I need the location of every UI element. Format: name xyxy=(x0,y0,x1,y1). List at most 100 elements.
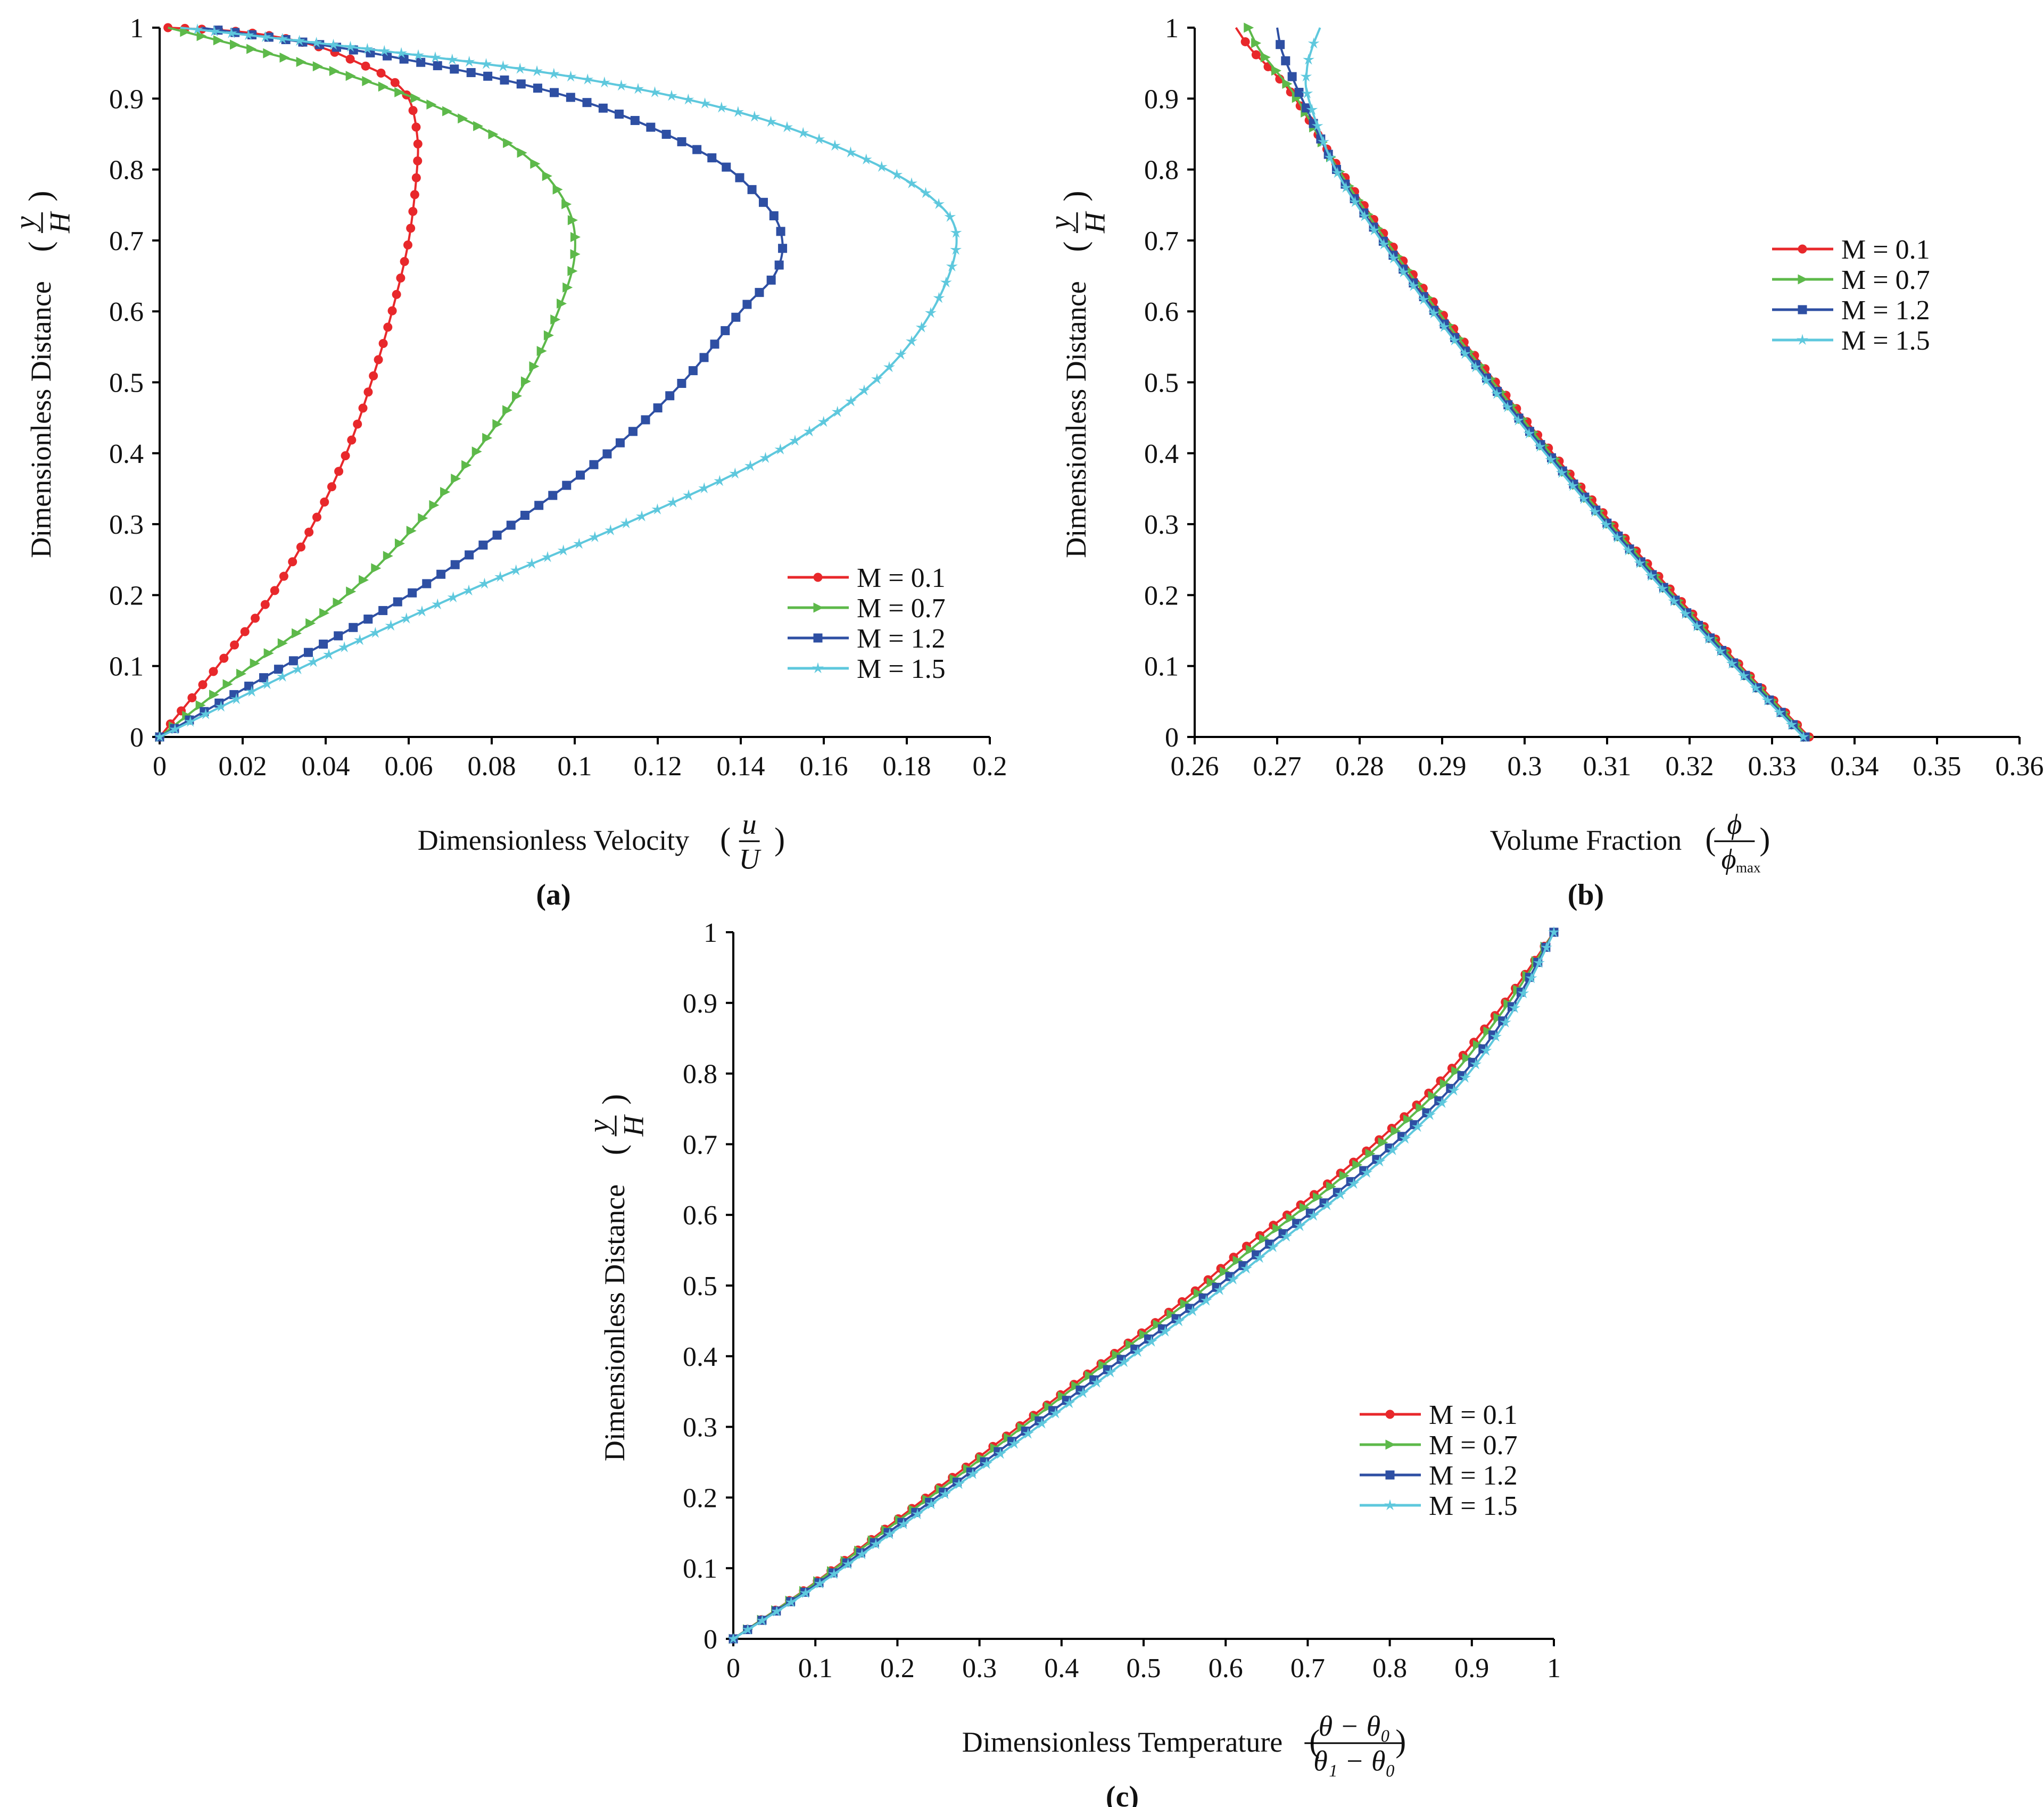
marker-star xyxy=(636,510,648,521)
marker-star xyxy=(1397,266,1410,278)
marker-square xyxy=(641,415,650,425)
marker-square xyxy=(776,227,785,236)
legend-label: M = 1.5 xyxy=(1429,1491,1518,1521)
y-tick-label: 0 xyxy=(130,723,144,753)
y-tick-label: 0 xyxy=(704,1624,717,1655)
marker-triangle xyxy=(1403,1114,1413,1125)
marker-star xyxy=(799,1587,812,1598)
marker-square xyxy=(710,339,719,349)
marker-square xyxy=(688,366,698,376)
marker-star xyxy=(789,434,801,446)
marker-triangle xyxy=(552,184,563,195)
marker-star xyxy=(1774,706,1785,718)
marker-star xyxy=(1317,136,1329,147)
marker-triangle xyxy=(520,376,531,387)
marker-square xyxy=(589,460,599,469)
marker-star xyxy=(1600,518,1612,530)
marker-square xyxy=(699,353,709,362)
marker-star xyxy=(1308,37,1320,49)
series-2 xyxy=(155,27,581,742)
legend-label: M = 0.7 xyxy=(1841,265,1930,295)
y-tick-label: 0.4 xyxy=(683,1342,717,1372)
marker-star xyxy=(615,79,627,91)
marker-star xyxy=(944,211,956,222)
marker-triangle xyxy=(359,575,369,585)
marker-star xyxy=(344,40,357,52)
marker-circle xyxy=(1379,229,1388,238)
y-tick-label: 0.9 xyxy=(683,989,717,1019)
legend-item: M = 1.2 xyxy=(1772,295,1930,326)
x-axis-fraction-denominator: ϕ xyxy=(1722,843,1736,875)
marker-triangle xyxy=(503,138,514,148)
marker-triangle xyxy=(263,48,274,59)
marker-triangle xyxy=(442,106,453,117)
marker-star xyxy=(1359,210,1371,221)
marker-star xyxy=(292,663,304,675)
marker-star xyxy=(698,482,710,494)
marker-square xyxy=(646,122,656,132)
x-tick-label: 0.9 xyxy=(1454,1653,1489,1684)
x-tick-label: 0 xyxy=(726,1653,740,1684)
marker-triangle xyxy=(418,513,428,524)
marker-star xyxy=(1750,682,1762,693)
legend-label: M = 1.2 xyxy=(857,624,946,654)
marker-star xyxy=(497,60,509,72)
marker-star xyxy=(573,537,585,549)
legend-item: M = 0.7 xyxy=(1772,265,1930,295)
marker-triangle xyxy=(426,99,437,110)
marker-star xyxy=(812,662,824,674)
marker-star xyxy=(683,489,694,501)
marker-circle xyxy=(374,355,383,364)
x-tick-label: 0.32 xyxy=(1666,751,1714,782)
marker-star xyxy=(817,416,830,427)
marker-star xyxy=(620,517,632,529)
marker-star xyxy=(1159,1325,1171,1337)
marker-star xyxy=(215,700,227,712)
marker-triangle xyxy=(345,71,356,81)
marker-circle xyxy=(376,68,386,78)
series-line xyxy=(1304,27,1805,738)
y-tick-label: 0.9 xyxy=(1144,84,1179,114)
y-tick-label: 0.2 xyxy=(1144,581,1179,611)
marker-star xyxy=(715,101,727,113)
marker-star xyxy=(277,670,288,682)
marker-circle xyxy=(387,306,397,316)
marker-star xyxy=(870,1538,882,1549)
marker-circle xyxy=(361,61,370,71)
x-axis-paren-close: ) xyxy=(1759,822,1770,857)
series-line xyxy=(732,931,1555,1640)
y-tick-label: 0.7 xyxy=(683,1130,717,1160)
x-tick-label: 0.7 xyxy=(1290,1653,1325,1684)
marker-triangle xyxy=(562,282,573,293)
marker-circle xyxy=(400,257,409,267)
legend-label: M = 1.2 xyxy=(1841,295,1930,326)
marker-square xyxy=(319,640,328,649)
marker-star xyxy=(589,531,601,542)
marker-square xyxy=(506,520,516,530)
panel-label: (a) xyxy=(536,878,570,911)
marker-star xyxy=(1335,1188,1346,1200)
marker-star xyxy=(1611,532,1623,543)
marker-star xyxy=(1545,453,1557,465)
marker-circle xyxy=(1439,311,1449,320)
x-tick-label: 0.16 xyxy=(800,751,848,782)
marker-square xyxy=(1294,88,1304,97)
marker-triangle xyxy=(1462,1053,1472,1064)
marker-triangle xyxy=(1352,1159,1363,1170)
marker-star xyxy=(915,321,928,333)
marker-triangle xyxy=(362,76,373,87)
marker-square xyxy=(566,93,575,102)
series-3 xyxy=(155,26,788,742)
y-axis-title: Dimensionless Distance xyxy=(25,281,57,558)
x-axis-paren-close: ) xyxy=(1395,1723,1406,1759)
marker-star xyxy=(1132,1346,1144,1357)
marker-circle xyxy=(1408,270,1418,279)
marker-star xyxy=(1090,1377,1103,1388)
legend-label: M = 1.2 xyxy=(1429,1461,1518,1491)
x-tick-label: 0.31 xyxy=(1583,751,1632,782)
marker-star xyxy=(1726,657,1738,669)
marker-star xyxy=(1049,1407,1062,1419)
marker-triangle xyxy=(488,129,499,139)
marker-circle xyxy=(1449,324,1459,334)
marker-star xyxy=(378,45,391,56)
